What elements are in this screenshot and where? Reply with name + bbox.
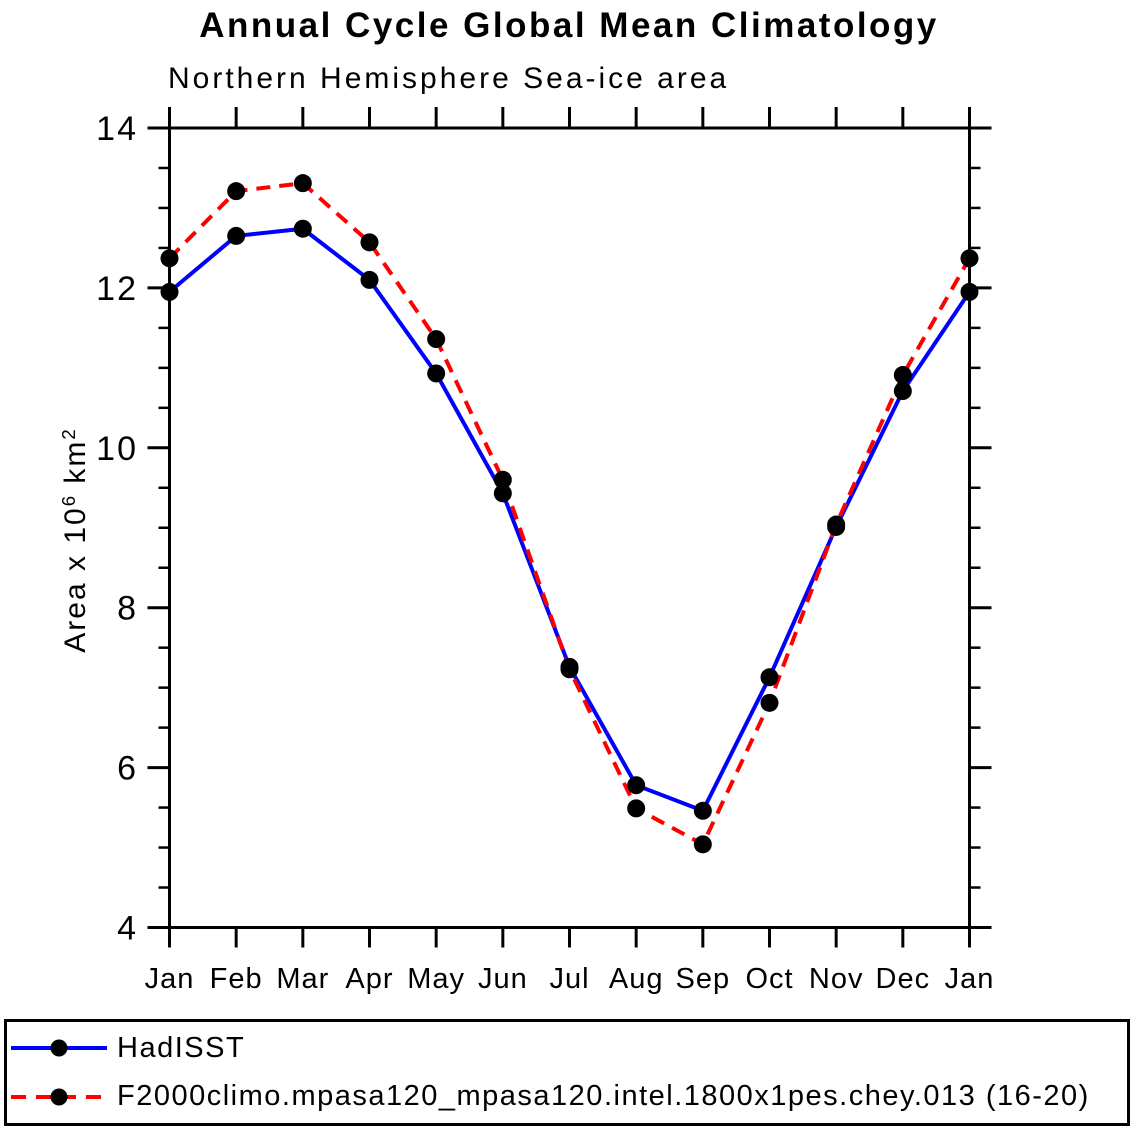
y-tick-label: 12	[96, 270, 138, 308]
data-point-hadisst	[627, 776, 646, 795]
series-line-model	[168, 181, 972, 848]
y-tick-label: 10	[96, 430, 138, 468]
data-point-hadisst	[493, 484, 512, 503]
x-tick-label: Feb	[210, 963, 263, 995]
data-point-model	[293, 174, 312, 193]
data-point-model	[760, 693, 779, 712]
data-point-hadisst	[760, 668, 779, 687]
x-tick-label: Mar	[276, 963, 329, 995]
data-point-hadisst	[360, 270, 379, 289]
data-point-hadisst	[893, 382, 912, 401]
data-point-model	[893, 366, 912, 385]
data-point-hadisst	[427, 364, 446, 383]
data-point-model	[560, 660, 579, 679]
data-point-model	[227, 182, 246, 201]
chart-subtitle: Northern Hemisphere Sea-ice area	[168, 62, 730, 95]
legend-line-sample-model	[11, 1088, 107, 1106]
data-point-model	[827, 515, 846, 534]
y-tick-label: 14	[96, 110, 138, 148]
x-tick-label: Oct	[745, 963, 793, 995]
data-point-model	[493, 470, 512, 489]
data-point-model	[427, 330, 446, 349]
legend-marker	[50, 1039, 68, 1057]
x-tick-label: Aug	[609, 963, 664, 995]
y-tick-label: 4	[117, 910, 138, 948]
data-point-hadisst	[160, 282, 179, 301]
legend-line-sample-hadisst	[11, 1039, 107, 1057]
legend-label-hadisst: HadISST	[117, 1031, 246, 1064]
plot-frame	[168, 126, 971, 929]
x-tick-label: Jan	[145, 963, 195, 995]
data-point-hadisst	[960, 282, 979, 301]
legend-item-hadisst: HadISST	[11, 1026, 1127, 1070]
y-tick-label: 6	[117, 750, 138, 788]
data-point-model	[160, 249, 179, 268]
data-point-model	[960, 249, 979, 268]
series-line-hadisst	[168, 226, 972, 814]
data-point-model	[360, 233, 379, 252]
y-tick-label: 8	[117, 590, 138, 628]
x-tick-label: Jan	[945, 963, 995, 995]
legend-marker	[50, 1088, 68, 1106]
chart-title: Annual Cycle Global Mean Climatology	[199, 6, 939, 45]
legend: HadISST F2000climo.mpasa120_mpasa120.int…	[4, 1019, 1130, 1126]
x-tick-label: Jun	[478, 963, 528, 995]
legend-item-model: F2000climo.mpasa120_mpasa120.intel.1800x…	[11, 1075, 1127, 1119]
x-tick-label: Nov	[809, 963, 864, 995]
data-point-hadisst	[693, 801, 712, 820]
data-point-model	[627, 799, 646, 818]
data-point-hadisst	[227, 226, 246, 245]
x-tick-label: Sep	[676, 963, 731, 995]
x-tick-label: Apr	[345, 963, 393, 995]
x-tick-label: Jul	[549, 963, 589, 995]
data-point-model	[693, 835, 712, 854]
x-tick-label: May	[407, 963, 465, 995]
legend-label-model: F2000climo.mpasa120_mpasa120.intel.1800x…	[117, 1080, 1090, 1113]
x-tick-label: Dec	[876, 963, 931, 995]
data-point-hadisst	[293, 219, 312, 238]
